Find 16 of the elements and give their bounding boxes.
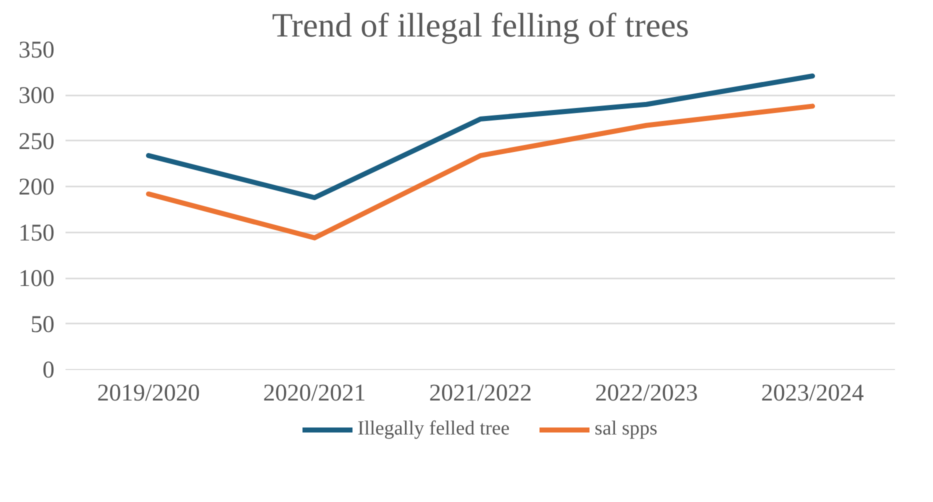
y-tick-label: 300 bbox=[18, 83, 54, 110]
y-tick-label: 0 bbox=[42, 358, 54, 384]
x-tick-label: 2019/2020 bbox=[97, 380, 200, 406]
x-tick-label: 2020/2021 bbox=[263, 380, 366, 406]
y-tick-label: 100 bbox=[18, 266, 54, 292]
legend-label: sal spps bbox=[594, 418, 658, 440]
y-tick-label: 350 bbox=[18, 38, 54, 64]
y-tick-label: 50 bbox=[30, 312, 54, 338]
x-tick-label: 2021/2022 bbox=[429, 380, 532, 406]
y-tick-label: 150 bbox=[18, 220, 54, 246]
chart-title: Trend of illegal felling of trees bbox=[272, 8, 690, 44]
x-tick-label: 2023/2024 bbox=[761, 380, 864, 406]
y-tick-label: 200 bbox=[18, 174, 54, 201]
x-tick-label: 2022/2023 bbox=[595, 380, 698, 406]
legend-label: Illegally felled tree bbox=[358, 418, 510, 440]
y-tick-label: 250 bbox=[18, 128, 54, 155]
